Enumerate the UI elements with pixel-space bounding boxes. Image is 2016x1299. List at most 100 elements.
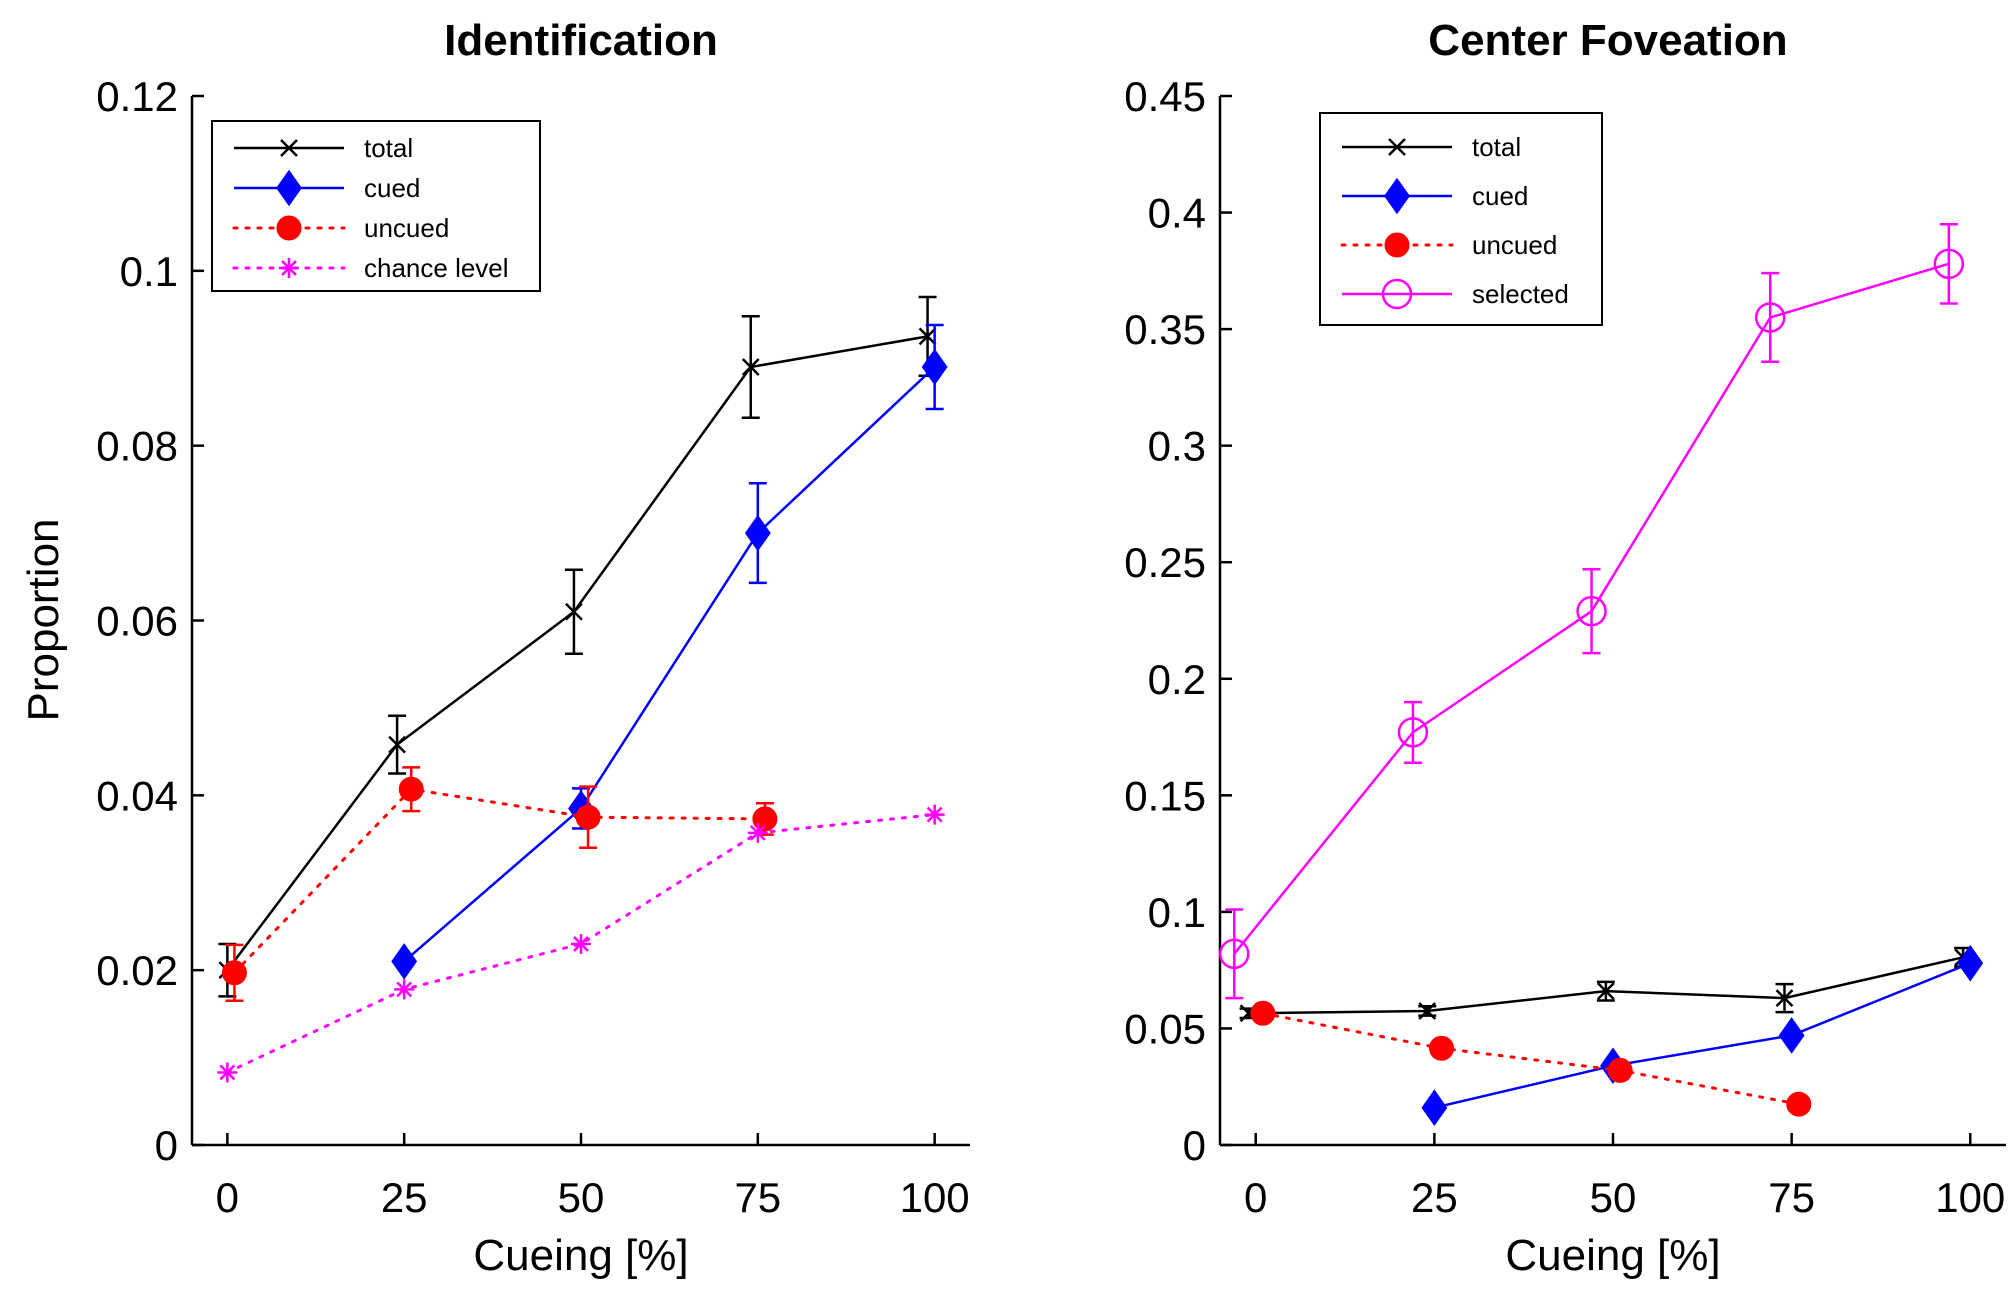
- data-point: [394, 979, 415, 1000]
- y-axis-label: Proportion: [19, 518, 68, 721]
- legend-label: uncued: [1472, 230, 1557, 260]
- data-point: [1429, 1035, 1455, 1061]
- y-tick-label: 0.08: [96, 423, 178, 470]
- legend-marker: [1381, 278, 1413, 310]
- data-point: [217, 1062, 238, 1083]
- x-tick-label: 100: [900, 1174, 970, 1221]
- x-tick-label: 25: [1411, 1174, 1458, 1221]
- y-tick-label: 0.25: [1124, 539, 1206, 586]
- y-tick-label: 0: [155, 1122, 178, 1169]
- x-axis-label: Cueing [%]: [1505, 1231, 1720, 1280]
- legend-marker: [280, 139, 298, 157]
- y-tick-label: 0.15: [1124, 772, 1206, 819]
- legend: total cued uncued selected: [1319, 112, 1603, 326]
- legend-marker: [279, 258, 299, 278]
- data-point: [1754, 302, 1786, 333]
- x-tick-label: 0: [216, 1174, 239, 1221]
- series-chance-level: [217, 804, 945, 1083]
- data-point: [921, 348, 948, 386]
- data-point: [388, 735, 406, 754]
- data-point: [391, 943, 418, 980]
- data-point: [1596, 982, 1615, 1001]
- y-tick-label: 0.45: [1124, 73, 1206, 120]
- legend-marker: [276, 169, 302, 207]
- x-axis-label: Cueing [%]: [473, 1231, 688, 1280]
- identification-chart: Identification 0 0.02 0.04 0.06 0.08 0.1 0.12 0 2…: [19, 16, 970, 1280]
- error-bar: [1939, 222, 1958, 305]
- data-point: [747, 822, 768, 843]
- y-tick-label: 0.2: [1148, 656, 1206, 703]
- series-uncued: [1250, 1000, 1812, 1117]
- y-tick-label: 0.1: [1148, 889, 1206, 936]
- series-total: [218, 295, 937, 998]
- series-uncued: [221, 766, 778, 1003]
- data-point: [1418, 1002, 1437, 1020]
- data-point: [1775, 989, 1794, 1008]
- series-line: [232, 787, 767, 975]
- legend-label: cued: [364, 173, 420, 203]
- data-point: [1778, 1017, 1805, 1054]
- error-bar: [1403, 700, 1422, 764]
- error-bar: [1225, 908, 1244, 1000]
- series-line: [1434, 962, 1971, 1109]
- x-tick-label: 100: [1935, 1174, 2005, 1221]
- center-foveation-chart: Center Foveation 0 0.05 0.1 0.15 0.2 0.25 0.3 0.…: [1124, 16, 2006, 1280]
- x-tick-label: 75: [734, 1174, 781, 1221]
- legend-label: total: [1472, 132, 1521, 162]
- legend-box: [1319, 112, 1603, 326]
- data-point: [565, 602, 583, 621]
- data-point: [1607, 1057, 1633, 1083]
- legend-marker: [1384, 177, 1410, 215]
- x-tick-label: 0: [1244, 1174, 1267, 1221]
- data-point: [1219, 938, 1250, 970]
- legend: total cued uncued chance level: [211, 120, 541, 292]
- data-point: [1397, 717, 1429, 748]
- y-tick-label: 0.4: [1148, 190, 1206, 237]
- y-tick-label: 0: [1183, 1122, 1206, 1169]
- data-point: [571, 933, 591, 954]
- y-tick-label: 0.04: [96, 772, 178, 819]
- legend-marker: [1388, 138, 1406, 156]
- data-point: [924, 804, 945, 825]
- y-tick-label: 0.3: [1148, 423, 1206, 470]
- data-point: [398, 776, 424, 802]
- y-tick-label: 0.06: [96, 598, 178, 645]
- x-tick-label: 50: [558, 1174, 605, 1221]
- series-total: [1239, 946, 1973, 1023]
- data-point: [1250, 1000, 1276, 1026]
- y-tick-label: 0.12: [96, 73, 178, 120]
- data-point: [1933, 248, 1965, 280]
- x-tick-label: 75: [1768, 1174, 1815, 1221]
- legend-label: uncued: [364, 213, 449, 243]
- error-bar: [1582, 567, 1601, 655]
- y-tick-label: 0.05: [1124, 1005, 1206, 1052]
- series-cued: [391, 323, 948, 980]
- legend-marker: [1384, 232, 1410, 258]
- legend-marker: [276, 215, 302, 241]
- chart-title: Center Foveation: [1428, 16, 1787, 65]
- x-tick-label: 25: [381, 1174, 428, 1221]
- y-tick-label: 0.35: [1124, 306, 1206, 353]
- legend-label: chance level: [364, 253, 509, 283]
- chart-title: Identification: [444, 16, 718, 65]
- legend-label: cued: [1472, 181, 1528, 211]
- data-point: [1786, 1091, 1812, 1117]
- data-point: [575, 804, 601, 830]
- y-tick-label: 0.1: [120, 248, 178, 295]
- data-point: [918, 327, 937, 346]
- y-tick-label: 0.02: [96, 947, 178, 994]
- error-bar: [1761, 271, 1780, 363]
- series-selected: [1219, 222, 1965, 1000]
- legend-box: [211, 120, 541, 292]
- data-point: [1421, 1089, 1448, 1127]
- data-point: [1957, 944, 1984, 982]
- series-line: [403, 366, 936, 963]
- legend-label: selected: [1472, 279, 1569, 309]
- data-point: [1576, 595, 1607, 627]
- series-line: [1261, 1011, 1801, 1106]
- x-tick-label: 50: [1590, 1174, 1637, 1221]
- legend-label: total: [364, 133, 413, 163]
- data-point: [221, 960, 247, 986]
- data-point: [741, 358, 760, 376]
